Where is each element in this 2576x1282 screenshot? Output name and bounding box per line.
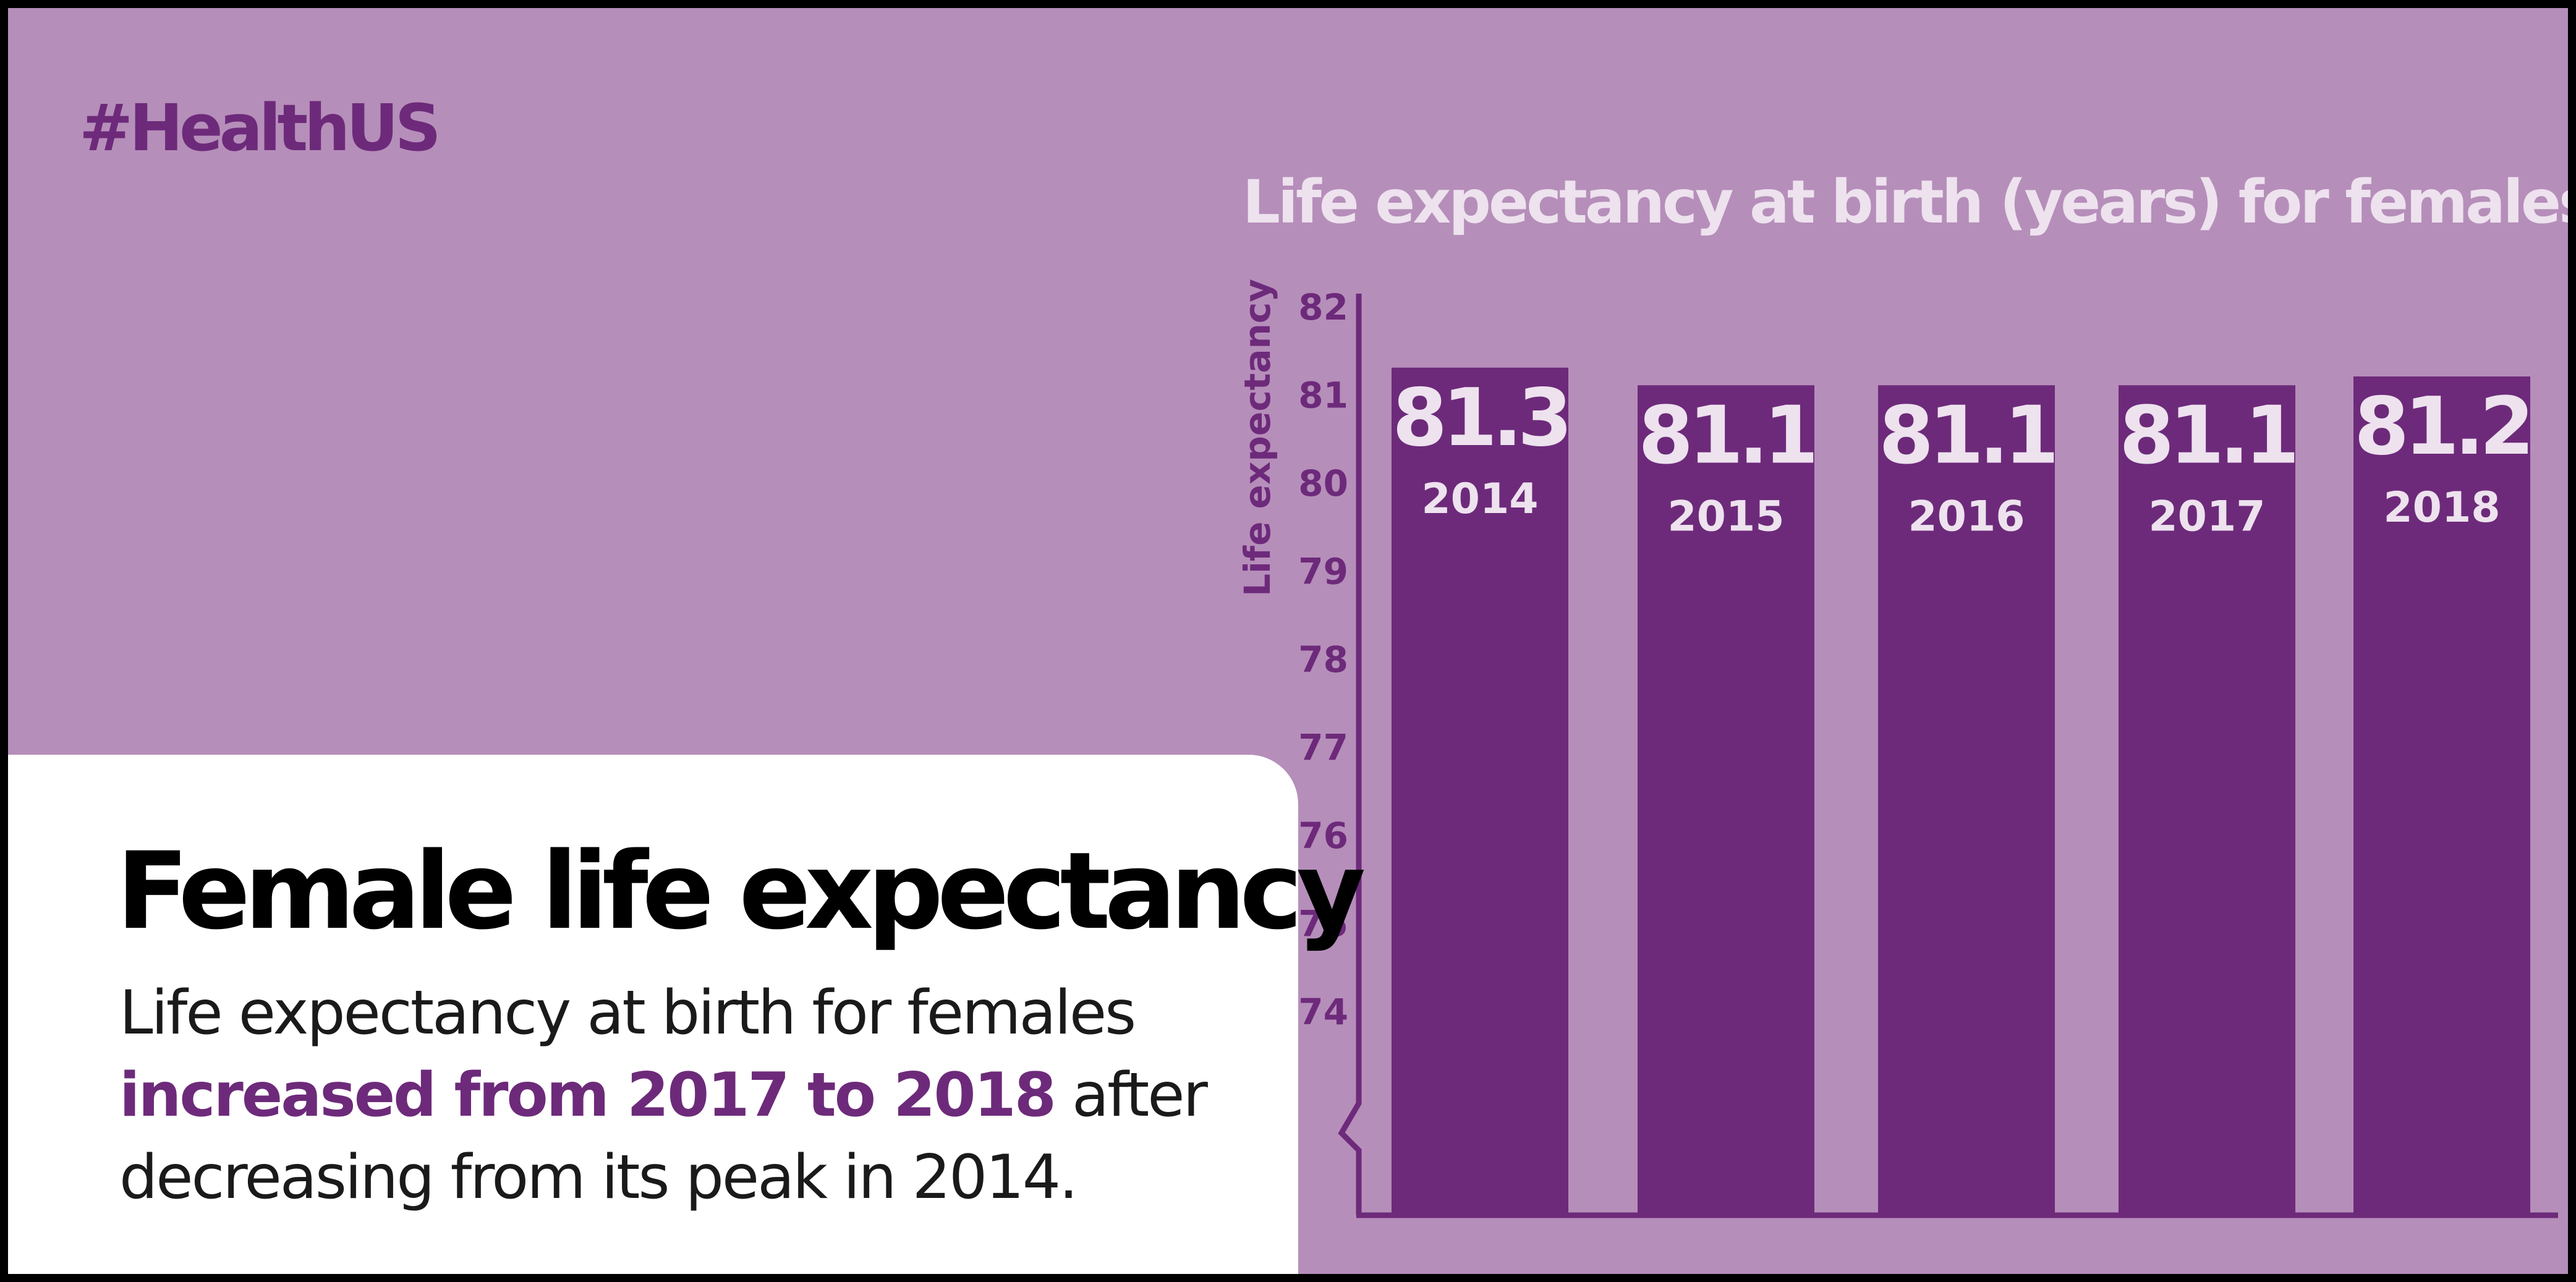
bar-value-label: 81.1 (2119, 389, 2295, 482)
bar-2018 (2353, 376, 2530, 1215)
card-body-text-end: after decreasing from its peak in 2014. (119, 1060, 1208, 1213)
bar-value-label: 81.1 (1879, 389, 2054, 482)
bar-category-label: 2016 (1908, 492, 2025, 541)
card-body: Life expectancy at birth for females inc… (119, 972, 1269, 1219)
bar-category-label: 2014 (1421, 475, 1538, 524)
bar-2014 (1392, 367, 1568, 1215)
y-tick-label: 76 (1298, 815, 1348, 857)
y-tick-label: 78 (1298, 639, 1348, 681)
y-axis-label: Life expectancy (1236, 279, 1278, 596)
y-tick-label: 74 (1298, 991, 1348, 1033)
bar-2015 (1638, 385, 1814, 1215)
card-title: Female life expectancy (116, 829, 1366, 953)
summary-card (8, 755, 1298, 1274)
bar-2016 (1878, 385, 2055, 1215)
card-body-highlight: increased from 2017 to 2018 (119, 1060, 1056, 1131)
bar-value-label: 81.3 (1392, 372, 1568, 464)
y-tick-label: 80 (1298, 462, 1348, 504)
bar-2017 (2119, 385, 2295, 1215)
y-tick-label: 79 (1298, 551, 1348, 593)
bar-value-label: 81.2 (2354, 381, 2530, 473)
axes-layer (1338, 294, 2558, 1218)
y-tick-label: 77 (1298, 727, 1348, 769)
card-body-text: Life expectancy at birth for females (119, 978, 1136, 1048)
bar-value-label: 81.1 (1638, 389, 1814, 482)
hashtag: #HealthUS (79, 90, 441, 166)
bar-category-label: 2018 (2383, 483, 2500, 532)
bars-layer: 81.3 2014 81.1 2015 81.1 2016 81.1 2017 81.2 2018 (1392, 367, 2535, 1215)
y-tick-label: 82 (1298, 286, 1348, 328)
y-axis-line (1338, 294, 1362, 1215)
bar-category-label: 2015 (1667, 492, 1784, 541)
y-ticks-layer: 74 75 76 77 78 79 80 81 82 (1298, 286, 1348, 1033)
chart-title: Life expectancy at birth (years) for fem… (1243, 168, 2568, 237)
y-tick-label: 81 (1298, 375, 1348, 417)
bar-category-label: 2017 (2148, 492, 2265, 541)
y-tick-label: 75 (1298, 903, 1348, 945)
